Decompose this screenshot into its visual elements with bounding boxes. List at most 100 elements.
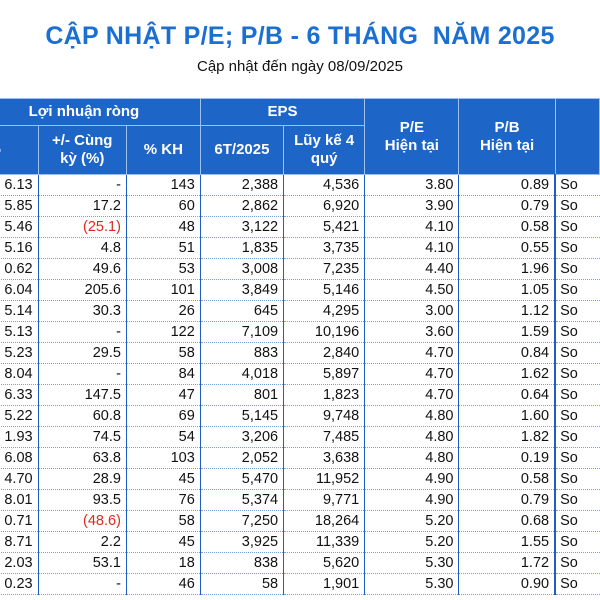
cell-pb[interactable]: 1.72 [458, 552, 556, 574]
cell-yoy[interactable]: 49.6 [37, 258, 127, 280]
cell-pb[interactable]: 0.19 [458, 447, 556, 469]
cell-pb[interactable]: 0.79 [458, 195, 556, 217]
cell-pb[interactable]: 0.79 [458, 489, 556, 511]
cell-pb[interactable]: 0.90 [458, 573, 556, 595]
cell-net-profit[interactable]: 6.13 [0, 174, 39, 196]
cell-source[interactable]: So [554, 489, 600, 511]
cell-eps-6t[interactable]: 3,008 [199, 258, 285, 280]
cell-eps-ttm[interactable]: 4,536 [283, 174, 366, 196]
cell-eps-6t[interactable]: 5,374 [199, 489, 285, 511]
cell-pe[interactable]: 5.30 [364, 552, 460, 574]
cell-pe[interactable]: 3.80 [364, 174, 460, 196]
cell-pe[interactable]: 3.00 [364, 300, 460, 322]
cell-yoy[interactable]: 30.3 [37, 300, 127, 322]
cell-pct-plan[interactable]: 47 [125, 384, 201, 406]
cell-eps-ttm[interactable]: 6,920 [283, 195, 366, 217]
cell-eps-ttm[interactable]: 1,823 [283, 384, 366, 406]
cell-eps-6t[interactable]: 883 [199, 342, 285, 364]
cell-eps-6t[interactable]: 801 [199, 384, 285, 406]
cell-eps-6t[interactable]: 3,122 [199, 216, 285, 238]
cell-pe[interactable]: 3.90 [364, 195, 460, 217]
cell-eps-6t[interactable]: 5,145 [199, 405, 285, 427]
cell-source[interactable]: So [554, 447, 600, 469]
cell-net-profit[interactable]: 0.23 [0, 573, 39, 595]
cell-eps-ttm[interactable]: 11,339 [283, 531, 366, 553]
cell-source[interactable]: So [554, 510, 600, 532]
cell-eps-6t[interactable]: 2,052 [199, 447, 285, 469]
cell-eps-6t[interactable]: 1,835 [199, 237, 285, 259]
cell-eps-ttm[interactable]: 1,901 [283, 573, 366, 595]
cell-net-profit[interactable]: 4.70 [0, 468, 39, 490]
cell-yoy[interactable]: 4.8 [37, 237, 127, 259]
cell-pe[interactable]: 4.70 [364, 363, 460, 385]
cell-pct-plan[interactable]: 54 [125, 426, 201, 448]
cell-pct-plan[interactable]: 26 [125, 300, 201, 322]
cell-net-profit[interactable]: 5.13 [0, 321, 39, 343]
cell-net-profit[interactable]: 5.14 [0, 300, 39, 322]
cell-pct-plan[interactable]: 69 [125, 405, 201, 427]
cell-pct-plan[interactable]: 84 [125, 363, 201, 385]
cell-yoy[interactable]: 147.5 [37, 384, 127, 406]
cell-yoy[interactable]: (25.1) [37, 216, 127, 238]
cell-eps-ttm[interactable]: 7,235 [283, 258, 366, 280]
cell-yoy[interactable]: 17.2 [37, 195, 127, 217]
cell-pct-plan[interactable]: 101 [125, 279, 201, 301]
cell-yoy[interactable]: - [37, 573, 127, 595]
cell-source[interactable]: So [554, 342, 600, 364]
cell-pct-plan[interactable]: 48 [125, 216, 201, 238]
cell-net-profit[interactable]: 5.22 [0, 405, 39, 427]
cell-source[interactable]: So [554, 279, 600, 301]
cell-net-profit[interactable]: 6.04 [0, 279, 39, 301]
cell-yoy[interactable]: 53.1 [37, 552, 127, 574]
cell-pe[interactable]: 4.90 [364, 468, 460, 490]
cell-source[interactable]: So [554, 300, 600, 322]
cell-yoy[interactable]: 2.2 [37, 531, 127, 553]
cell-net-profit[interactable]: 5.16 [0, 237, 39, 259]
cell-pb[interactable]: 0.55 [458, 237, 556, 259]
cell-net-profit[interactable]: 8.04 [0, 363, 39, 385]
cell-eps-ttm[interactable]: 2,840 [283, 342, 366, 364]
cell-eps-6t[interactable]: 3,206 [199, 426, 285, 448]
cell-pe[interactable]: 4.80 [364, 447, 460, 469]
cell-pct-plan[interactable]: 51 [125, 237, 201, 259]
cell-pb[interactable]: 0.64 [458, 384, 556, 406]
cell-yoy[interactable]: 29.5 [37, 342, 127, 364]
cell-source[interactable]: So [554, 363, 600, 385]
cell-pe[interactable]: 4.10 [364, 237, 460, 259]
cell-eps-6t[interactable]: 2,388 [199, 174, 285, 196]
cell-net-profit[interactable]: 8.71 [0, 531, 39, 553]
cell-pe[interactable]: 4.70 [364, 384, 460, 406]
cell-source[interactable]: So [554, 321, 600, 343]
cell-yoy[interactable]: 63.8 [37, 447, 127, 469]
cell-eps-6t[interactable]: 3,925 [199, 531, 285, 553]
cell-source[interactable]: So [554, 216, 600, 238]
cell-pb[interactable]: 0.58 [458, 468, 556, 490]
cell-eps-ttm[interactable]: 9,748 [283, 405, 366, 427]
cell-pct-plan[interactable]: 58 [125, 342, 201, 364]
cell-source[interactable]: So [554, 174, 600, 196]
cell-pct-plan[interactable]: 76 [125, 489, 201, 511]
cell-yoy[interactable]: 205.6 [37, 279, 127, 301]
cell-source[interactable]: So [554, 237, 600, 259]
cell-source[interactable]: So [554, 552, 600, 574]
cell-net-profit[interactable]: 6.08 [0, 447, 39, 469]
cell-pb[interactable]: 0.68 [458, 510, 556, 532]
cell-source[interactable]: So [554, 384, 600, 406]
cell-source[interactable]: So [554, 573, 600, 595]
cell-pe[interactable]: 4.40 [364, 258, 460, 280]
cell-net-profit[interactable]: 8.01 [0, 489, 39, 511]
cell-eps-ttm[interactable]: 5,620 [283, 552, 366, 574]
cell-eps-ttm[interactable]: 7,485 [283, 426, 366, 448]
cell-pe[interactable]: 4.10 [364, 216, 460, 238]
cell-eps-6t[interactable]: 7,109 [199, 321, 285, 343]
cell-pb[interactable]: 1.05 [458, 279, 556, 301]
cell-eps-ttm[interactable]: 9,771 [283, 489, 366, 511]
cell-pb[interactable]: 1.55 [458, 531, 556, 553]
cell-source[interactable]: So [554, 405, 600, 427]
cell-eps-ttm[interactable]: 5,421 [283, 216, 366, 238]
cell-pe[interactable]: 5.20 [364, 510, 460, 532]
cell-source[interactable]: So [554, 195, 600, 217]
cell-pb[interactable]: 0.58 [458, 216, 556, 238]
cell-eps-ttm[interactable]: 4,295 [283, 300, 366, 322]
cell-pe[interactable]: 5.20 [364, 531, 460, 553]
